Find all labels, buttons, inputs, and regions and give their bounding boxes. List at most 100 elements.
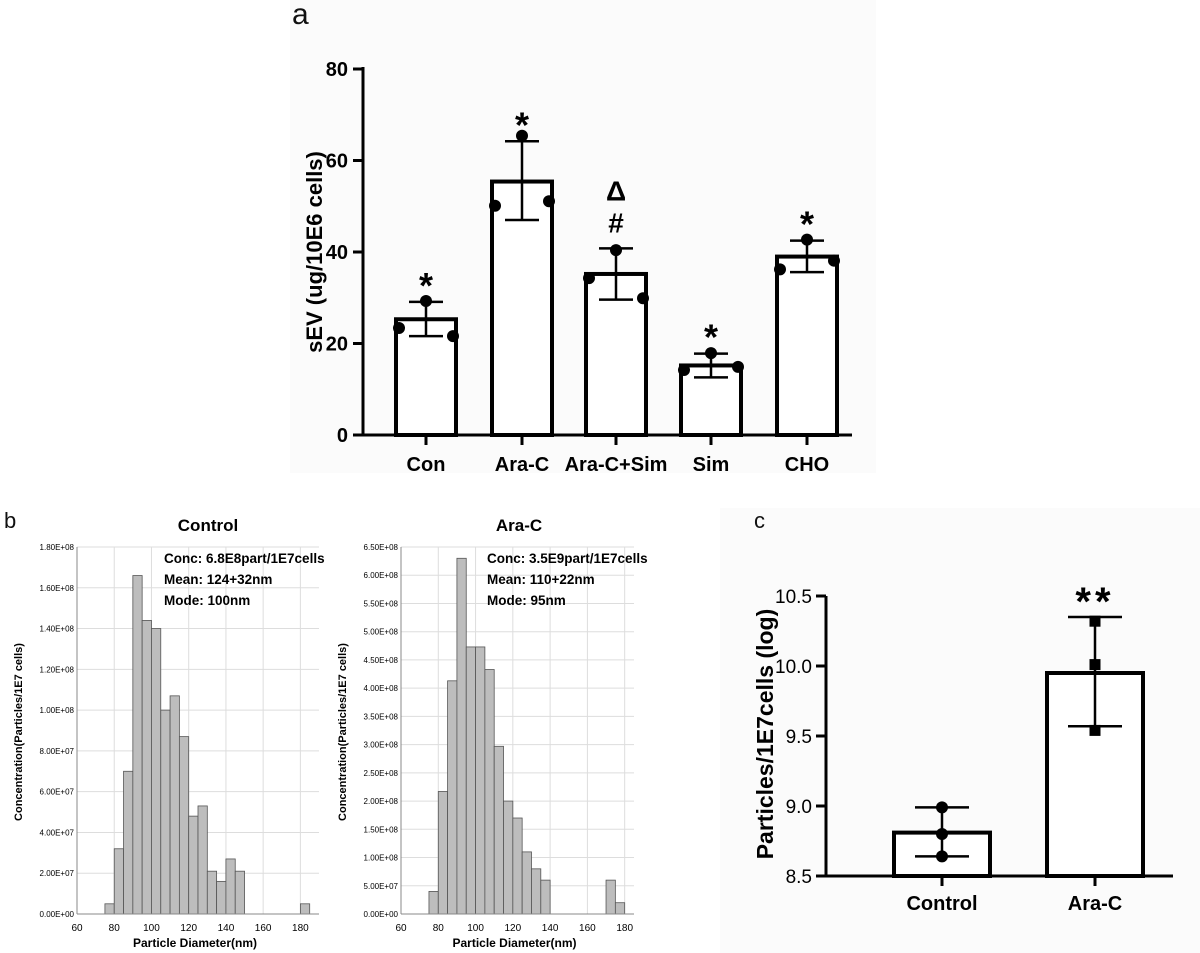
y-tick-label: 5.50E+08	[364, 599, 399, 608]
y-tick-label: 8.5	[786, 867, 812, 888]
significance-label: #	[608, 207, 624, 238]
y-tick-label: 1.60E+08	[40, 584, 75, 593]
x-tick-label: 120	[180, 923, 197, 934]
x-tick-label: CHO	[785, 454, 829, 476]
histogram-bar	[428, 891, 439, 915]
data-point	[637, 292, 649, 305]
x-tick-label: 100	[143, 923, 160, 934]
x-axis-title: Particle Diameter(nm)	[452, 936, 576, 950]
x-tick-label: 60	[395, 923, 407, 934]
significance-label: Δ	[606, 175, 626, 206]
y-axis-title: sEV (ug/10E6 cells)	[302, 151, 327, 353]
chart-title: Ara-C	[496, 516, 542, 535]
data-point	[1089, 659, 1101, 671]
histogram-bar	[456, 557, 467, 915]
significance-label: *	[800, 204, 814, 245]
data-point	[936, 801, 948, 814]
histogram-bar	[540, 879, 551, 915]
data-point	[393, 321, 405, 334]
histogram-bar	[521, 851, 532, 915]
y-tick-label: 1.50E+08	[364, 825, 399, 834]
y-tick-label: 2.00E+07	[40, 869, 75, 878]
x-tick-label: Ara-C	[1068, 893, 1122, 915]
data-point	[420, 294, 432, 307]
histogram-bar	[447, 680, 458, 915]
x-tick-label: 180	[292, 923, 309, 934]
chart-b-arac: 60 80 100 120 140 160 180 0.00E+00 5.00E+07 1.00E…	[337, 516, 648, 950]
y-tick-label: 5.00E+07	[364, 882, 399, 891]
bar	[775, 254, 839, 438]
y-tick-label: 3.00E+08	[364, 741, 399, 750]
histogram-bar	[493, 745, 504, 915]
x-tick-label: 60	[71, 923, 83, 934]
stats-annotation: Mode: 95nm	[487, 593, 566, 608]
data-point	[610, 244, 622, 257]
histogram-bar	[178, 736, 190, 915]
histogram-bar	[614, 902, 626, 915]
significance-label: **	[1075, 580, 1114, 624]
data-point	[583, 272, 595, 285]
chart-title: Control	[178, 516, 238, 535]
stats-annotation: Mean: 124+32nm	[164, 572, 272, 587]
panel-letter-a: a	[292, 0, 309, 31]
y-axis-title: Concentration(Particles/1E7 cells)	[337, 643, 349, 821]
data-point	[936, 828, 948, 840]
histogram-bar	[113, 848, 124, 915]
histogram-bar	[197, 805, 208, 915]
y-tick-label: 10.5	[775, 587, 812, 608]
y-tick-label: 6.00E+07	[40, 788, 75, 797]
y-axis-title: Particles/1E7cells (log)	[752, 609, 778, 860]
y-tick-label: 9.5	[786, 727, 812, 748]
significance-label: *	[419, 265, 433, 306]
x-tick-label: 160	[255, 923, 272, 934]
y-tick-label: 40	[326, 242, 348, 264]
chart-a: 0 20 40 60 80 sEV (ug/10E6 cells) Con * Ara-C * Ar…	[302, 59, 852, 476]
histogram-bar	[206, 870, 218, 915]
y-tick-label: 0.00E+00	[364, 910, 399, 919]
y-tick-label: 4.00E+07	[40, 828, 75, 837]
histogram-bar	[188, 815, 199, 915]
y-tick-label: 10.0	[775, 657, 812, 678]
data-point	[447, 330, 459, 343]
histogram-bar	[160, 709, 171, 915]
histogram-bar	[465, 646, 476, 915]
x-tick-label: Con	[407, 454, 446, 476]
y-tick-label: 80	[326, 59, 348, 81]
data-point	[489, 199, 501, 212]
y-tick-label: 8.00E+07	[40, 747, 75, 756]
data-point	[936, 850, 948, 863]
y-tick-label: 4.00E+08	[364, 684, 399, 693]
panel-letter-c: c	[754, 508, 765, 533]
histogram-bar	[503, 800, 514, 915]
histogram-bar	[475, 646, 486, 915]
histogram-bar	[132, 575, 143, 915]
x-tick-label: 180	[616, 923, 633, 934]
histogram-bar	[299, 903, 311, 915]
chart-b-control: 60 80 100 120 140 160 180 0.00E+00 2.00E+07 4.00E…	[13, 516, 325, 950]
y-tick-label: 20	[326, 334, 348, 356]
histogram-bar	[169, 695, 180, 915]
y-tick-label: 0	[337, 425, 348, 447]
y-tick-label: 1.40E+08	[40, 625, 75, 634]
significance-label: *	[515, 104, 529, 145]
histogram-bar	[531, 868, 542, 915]
histogram-bar	[216, 880, 227, 915]
data-point	[516, 129, 528, 142]
y-tick-label: 1.80E+08	[40, 543, 75, 552]
y-tick-label: 1.00E+08	[40, 706, 75, 715]
histogram-bar	[104, 903, 115, 915]
data-point	[1089, 615, 1101, 627]
y-tick-label: 1.00E+08	[364, 854, 399, 863]
stats-annotation: Conc: 6.8E8part/1E7cells	[164, 551, 325, 566]
bar	[394, 317, 458, 437]
x-tick-label: 120	[504, 923, 521, 934]
y-tick-label: 2.00E+08	[364, 797, 399, 806]
y-tick-label: 4.50E+08	[364, 656, 399, 665]
histogram-bar	[484, 669, 495, 915]
y-tick-label: 3.50E+08	[364, 712, 399, 721]
data-point	[705, 347, 717, 360]
stats-annotation: Mean: 110+22nm	[487, 572, 595, 587]
x-tick-label: Sim	[693, 454, 730, 476]
